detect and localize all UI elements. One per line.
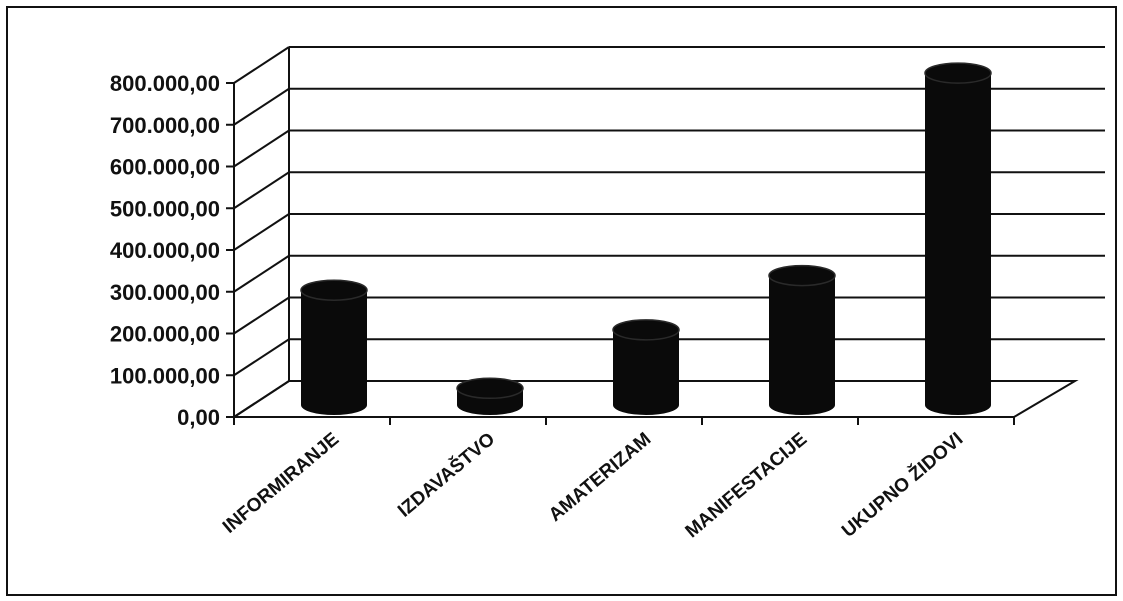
bar-informiranje [300,279,368,415]
bar-izdavaštvo [456,377,524,415]
gridline-side [233,213,290,251]
x-category-label: IZDAVAŠTVO [393,428,499,522]
gridline-side [233,254,290,293]
x-category-label: MANIFESTACIJE [682,429,812,543]
y-tick-label: 400.000,00 [110,238,220,263]
gridline-side [233,87,290,126]
bars [300,62,992,416]
bar-ukupno-židovi [924,62,992,416]
chart-frame: 0,00 100.000,00 200.000,00 300.000,00 400.00… [6,6,1117,596]
x-category-label: AMATERIZAM [545,429,655,526]
bar-top [924,62,992,84]
bar-manifestacije [768,264,836,415]
bar-top [300,279,368,301]
bar-body [301,290,367,415]
y-tick-label: 300.000,00 [110,280,220,305]
x-axis-category-labels: INFORMIRANJE IZDAVAŠTVO AMATERIZAM MANIFEST… [219,428,967,542]
gridline-side [233,129,290,168]
x-category-label: UKUPNO ŽIDOVI [837,428,967,542]
gridline-side [233,171,290,210]
gridline-side [233,46,290,84]
y-tick-label: 500.000,00 [110,196,220,221]
x-category-label: INFORMIRANJE [219,429,343,538]
floor-plane [230,380,1079,418]
y-tick-label: 800.000,00 [110,71,220,96]
bar-body [925,73,991,416]
y-tick-label: 700.000,00 [110,113,220,138]
bar-top [612,319,680,341]
bar-chart: 0,00 100.000,00 200.000,00 300.000,00 400.00… [110,46,1105,542]
y-axis-tick-labels: 0,00 100.000,00 200.000,00 300.000,00 400.00… [110,71,220,430]
gridline-side [233,338,290,377]
bar-top [456,377,524,400]
bar-body [613,329,679,415]
bar-body [769,275,835,415]
bar-top [768,264,836,287]
axes [226,47,1079,425]
y-tick-label: 600.000,00 [110,155,220,180]
y-tick-label: 100.000,00 [110,363,220,388]
y-tick-label: 0,00 [177,405,220,430]
gridline-side [233,296,290,335]
y-tick-label: 200.000,00 [110,322,220,347]
bar-amaterizam [612,319,680,415]
